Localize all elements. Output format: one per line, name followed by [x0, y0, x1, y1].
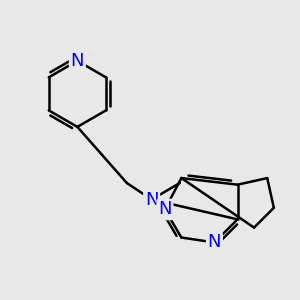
Text: N: N — [70, 52, 84, 70]
Text: N: N — [145, 190, 158, 208]
Text: N: N — [208, 233, 221, 251]
Text: N: N — [158, 200, 172, 218]
